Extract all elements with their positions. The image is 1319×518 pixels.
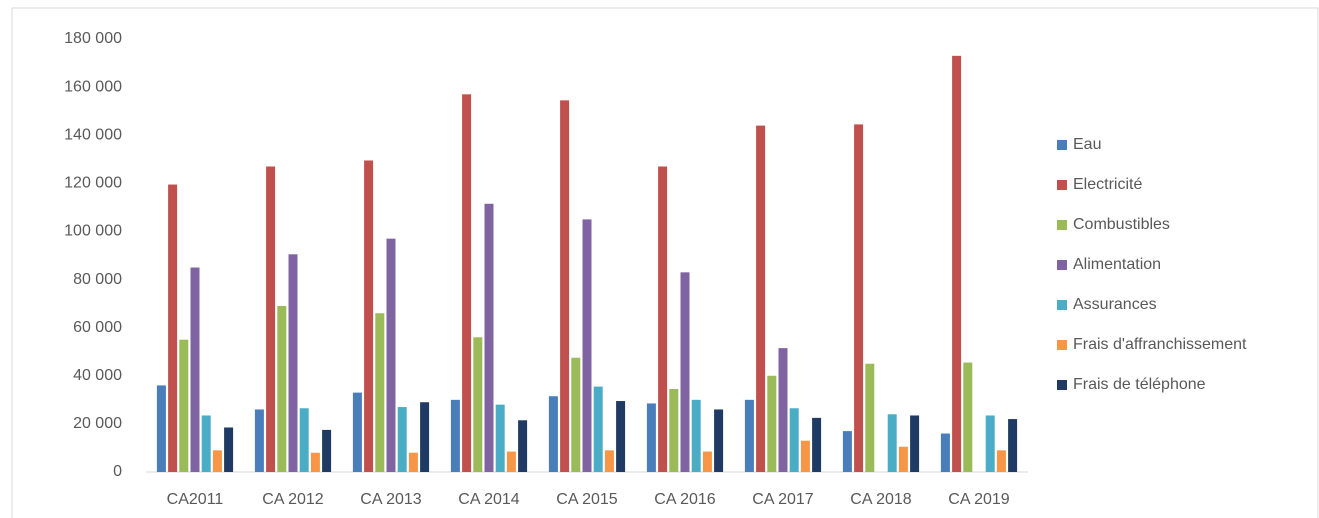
y-tick-label: 180 000 <box>64 30 122 47</box>
bar <box>616 401 626 472</box>
bar <box>266 166 276 472</box>
legend-swatch <box>1057 300 1067 310</box>
bar <box>767 375 777 472</box>
bar <box>842 431 852 472</box>
legend-label: Frais de téléphone <box>1073 376 1206 393</box>
bar <box>854 124 864 473</box>
legend-label: Frais d'affranchissement <box>1073 336 1247 353</box>
bar <box>658 166 668 472</box>
bar <box>462 94 472 473</box>
bar <box>593 386 603 472</box>
bar <box>518 420 528 472</box>
legend-swatch <box>1057 340 1067 350</box>
y-tick-label: 160 000 <box>64 78 122 95</box>
bar <box>386 238 396 472</box>
legend-label: Combustibles <box>1073 216 1170 233</box>
bar <box>212 450 222 472</box>
bar <box>1008 419 1018 472</box>
bar <box>484 203 494 472</box>
legend-label: Assurances <box>1073 296 1157 313</box>
legend-swatch <box>1057 380 1067 390</box>
bar <box>168 184 178 472</box>
x-tick-label: CA 2015 <box>556 491 617 508</box>
bar <box>702 451 712 472</box>
bar <box>473 337 483 472</box>
bar <box>963 362 973 472</box>
x-tick-label: CA 2014 <box>458 491 519 508</box>
bar <box>495 404 505 472</box>
bar <box>800 440 810 472</box>
bar <box>299 408 309 472</box>
bar <box>224 427 234 472</box>
bar <box>646 403 656 472</box>
y-tick-label: 100 000 <box>64 223 122 240</box>
bar <box>310 452 320 472</box>
bar <box>756 125 766 472</box>
bar <box>560 100 570 472</box>
legend-swatch <box>1057 140 1067 150</box>
x-tick-label: CA 2019 <box>948 491 1009 508</box>
bar <box>506 451 516 472</box>
legend-label: Eau <box>1073 136 1101 153</box>
bar <box>156 385 166 472</box>
x-tick-label: CA 2012 <box>262 491 323 508</box>
y-tick-label: 40 000 <box>73 367 122 384</box>
bar <box>190 267 200 472</box>
bar <box>201 415 211 472</box>
bar <box>604 450 614 472</box>
bar <box>582 219 592 472</box>
bar <box>669 389 679 472</box>
bar <box>352 392 362 472</box>
bar <box>714 409 724 472</box>
bar <box>778 348 788 472</box>
x-tick-label: CA 2013 <box>360 491 421 508</box>
bar <box>548 396 558 472</box>
legend-swatch <box>1057 180 1067 190</box>
bar <box>450 399 460 472</box>
x-tick-label: CA 2016 <box>654 491 715 508</box>
bar <box>322 429 332 472</box>
bar <box>179 339 189 472</box>
x-tick-label: CA2011 <box>167 491 224 508</box>
legend-label: Electricité <box>1073 176 1142 193</box>
chart-frame <box>11 7 1319 518</box>
bar <box>789 408 799 472</box>
bar <box>420 402 430 472</box>
bar <box>571 357 581 472</box>
x-tick-label: CA 2017 <box>752 491 813 508</box>
legend-swatch <box>1057 220 1067 230</box>
y-tick-label: 60 000 <box>73 319 122 336</box>
y-tick-label: 80 000 <box>73 271 122 288</box>
y-tick-label: 120 000 <box>64 175 122 192</box>
bar <box>865 363 875 472</box>
bar <box>985 415 995 472</box>
bar <box>910 415 920 472</box>
legend-label: Alimentation <box>1073 256 1161 273</box>
bar <box>375 313 385 472</box>
bar <box>397 407 407 472</box>
y-tick-label: 140 000 <box>64 126 122 143</box>
bar <box>254 409 264 472</box>
bar <box>277 306 287 472</box>
bar <box>812 417 822 472</box>
bar <box>408 452 418 472</box>
bar <box>996 450 1006 472</box>
bar <box>744 399 754 472</box>
bar <box>691 399 701 472</box>
bar <box>364 160 374 472</box>
legend-swatch <box>1057 260 1067 270</box>
bar <box>898 446 908 472</box>
bar <box>288 254 298 472</box>
x-tick-label: CA 2018 <box>850 491 911 508</box>
bar <box>940 433 950 472</box>
bar <box>952 55 962 472</box>
y-tick-label: 0 <box>113 463 122 480</box>
bar <box>680 272 690 472</box>
y-tick-label: 20 000 <box>73 415 122 432</box>
bar <box>887 414 897 472</box>
